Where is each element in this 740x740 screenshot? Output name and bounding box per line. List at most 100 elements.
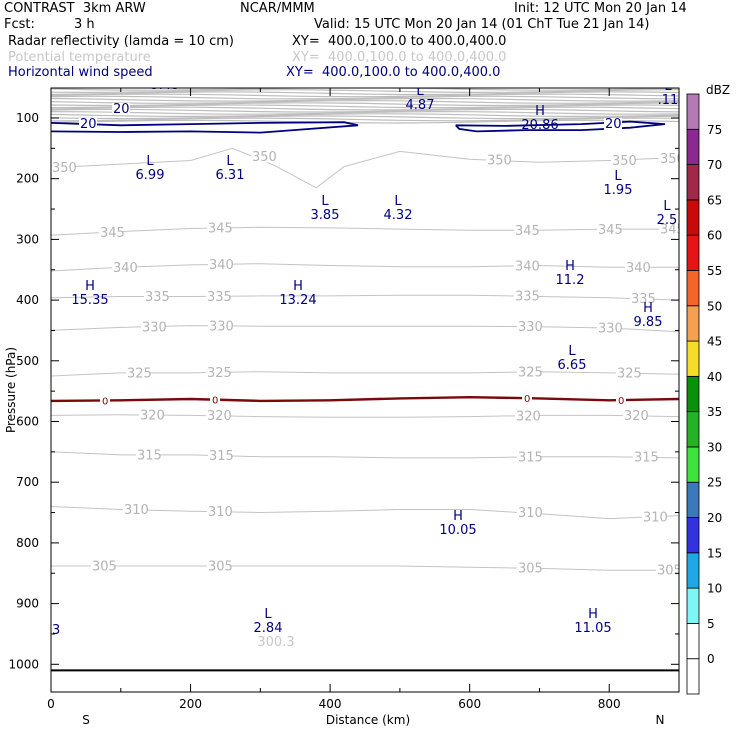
extremum-value: 20.86 — [521, 118, 558, 133]
isentrope-label: 340 — [626, 261, 651, 276]
x-tick-label: 200 — [179, 697, 202, 711]
isentrope-label: 310 — [124, 503, 149, 518]
y-tick-label: 900 — [16, 597, 39, 611]
isentrope-upper-line — [51, 106, 679, 111]
extra-label: 73 — [44, 623, 61, 638]
header-valid: Valid: 15 UTC Mon 20 Jan 14 (01 ChT Tue … — [314, 17, 650, 32]
x-tick-label: 600 — [458, 697, 481, 711]
wind-contour-label: 20 — [113, 102, 130, 117]
y-axis-title: Pressure (hPa) — [4, 347, 18, 433]
extremum-marker: H — [535, 104, 545, 119]
isentrope-label: 340 — [113, 261, 138, 276]
wind-contour-label: 20 — [80, 117, 97, 132]
isentrope-upper-line — [51, 102, 679, 107]
extremum-marker: L — [161, 64, 169, 79]
isentrope-label: 315 — [518, 451, 543, 466]
extremum-marker: H — [85, 279, 95, 294]
isentrope-label: 320 — [516, 409, 541, 424]
extremum-value: 6.31 — [216, 168, 245, 183]
isentrope-label: 315 — [137, 448, 162, 463]
colorbar-segment — [686, 411, 700, 448]
isentrope-label: 305 — [208, 559, 233, 574]
isentrope-label: 330 — [598, 321, 623, 336]
isentrope-label: 325 — [207, 366, 232, 381]
zero-wind-label: 0 — [524, 394, 530, 405]
extremum-value: .11 — [658, 93, 679, 108]
isentrope-label: 315 — [634, 451, 659, 466]
isentrope-upper-line — [51, 117, 679, 122]
header-fcst-value: 3 h — [74, 17, 95, 32]
extremum-value: 3.85 — [311, 208, 340, 223]
isentrope-upper-line — [51, 110, 679, 115]
extremum-marker: L — [663, 199, 671, 214]
colorbar-label: 0 — [707, 652, 715, 666]
colorbar-segment — [686, 199, 700, 236]
y-tick-label: 500 — [16, 354, 39, 368]
x-end-label-south: S — [82, 713, 90, 727]
isentrope-310 — [51, 506, 679, 520]
colorbar-segment — [686, 234, 700, 271]
x-tick-label: 400 — [319, 697, 342, 711]
isentrope-label: 345 — [515, 224, 540, 239]
isentrope-label: 330 — [142, 320, 167, 335]
isentrope-label: 350 — [660, 152, 685, 167]
x-end-label-north: N — [656, 713, 665, 727]
extremum-marker: L — [664, 79, 672, 94]
isentrope-upper-line — [51, 97, 679, 102]
isentrope-345 — [51, 226, 679, 236]
header-title: CONTRAST 3km ARW — [4, 1, 146, 16]
colorbar-segment — [686, 305, 700, 342]
zero-wind-label: 0 — [618, 396, 624, 407]
colorbar-label: 20 — [707, 511, 722, 525]
x-axis-title: Distance (km) — [326, 713, 410, 727]
colorbar-label: 50 — [707, 299, 722, 313]
extremum-value: 15.35 — [71, 293, 108, 308]
isentrope-label: 310 — [643, 511, 668, 526]
isentrope-label: 325 — [518, 366, 543, 381]
extremum-marker: L — [614, 169, 622, 184]
colorbar-label: 60 — [707, 229, 722, 243]
extremum-value: 11.2 — [556, 273, 585, 288]
header-org: NCAR/MMM — [240, 1, 315, 16]
extremum-marker: H — [588, 607, 598, 622]
colorbar-segment — [686, 481, 700, 518]
extremum-value: 6.65 — [558, 358, 587, 373]
field-wind-xy: XY= 400.0,100.0 to 400.0,400.0 — [286, 65, 501, 80]
extremum-marker: H — [565, 259, 575, 274]
isentrope-label: 320 — [140, 408, 165, 423]
extremum-value: 6.99 — [136, 168, 165, 183]
isentrope-305 — [51, 565, 679, 571]
isentrope-upper-line — [51, 119, 679, 124]
extremum-value: 4.32 — [384, 208, 413, 223]
zero-wind-line — [51, 395, 679, 403]
colorbar-label: 25 — [707, 476, 722, 490]
isentrope-label: 335 — [515, 290, 540, 305]
extremum-marker: L — [226, 154, 234, 169]
isentrope-350 — [51, 147, 679, 189]
isentrope-upper-line — [51, 89, 679, 94]
extremum-marker: L — [321, 194, 329, 209]
isentrope-upper-line — [51, 88, 679, 91]
extremum-value: 1.95 — [604, 183, 633, 198]
wind-contour-20-right — [455, 120, 666, 133]
extremum-value: 10.05 — [439, 523, 476, 538]
colorbar-label: 35 — [707, 405, 722, 419]
isentrope-label: 350 — [52, 161, 77, 176]
isentrope-upper-line — [51, 93, 679, 98]
isentrope-upper-line — [51, 104, 679, 109]
isentrope-label: 325 — [617, 367, 642, 382]
upper-isentrope-band — [51, 88, 679, 124]
colorbar-label: 70 — [707, 158, 722, 172]
colorbar-segment — [686, 446, 700, 483]
isentrope-340 — [51, 263, 679, 272]
y-tick-label: 300 — [16, 232, 39, 246]
field-wind-name: Horizontal wind speed — [8, 65, 153, 80]
isentrope-label: 350 — [487, 154, 512, 169]
extremum-marker: H — [643, 301, 653, 316]
colorbar-segment — [686, 270, 700, 307]
y-tick-label: 600 — [16, 415, 39, 429]
isentrope-upper-line — [51, 91, 679, 96]
y-tick-label: 100 — [16, 111, 39, 125]
isentrope-label: 335 — [145, 290, 170, 305]
